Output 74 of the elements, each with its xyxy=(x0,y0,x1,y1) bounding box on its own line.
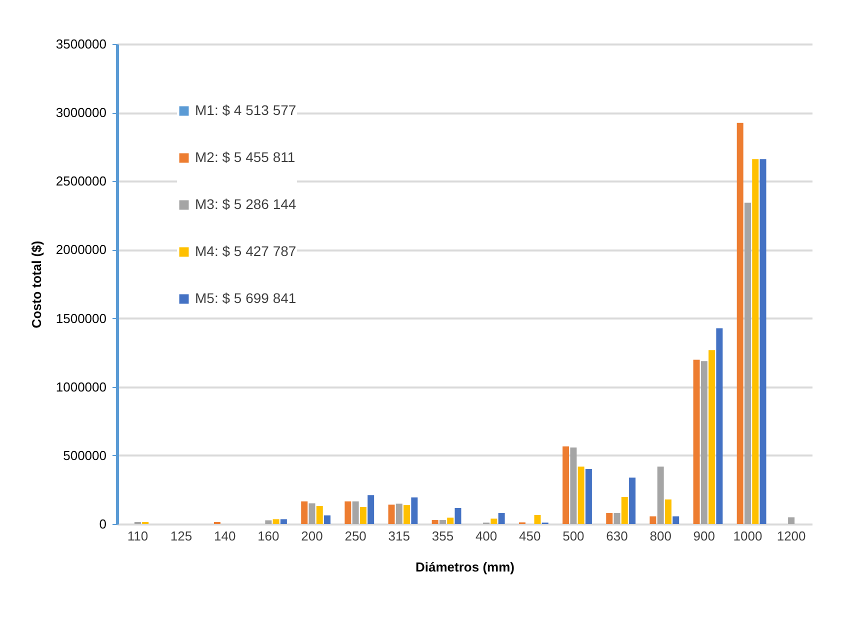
bar xyxy=(606,513,613,524)
bar xyxy=(280,519,287,524)
bar xyxy=(650,516,656,524)
x-tick-label: 315 xyxy=(388,528,410,544)
bar xyxy=(570,447,577,524)
bar xyxy=(629,478,636,524)
x-tick-label: 800 xyxy=(650,528,672,544)
bar xyxy=(760,159,766,524)
bar xyxy=(388,504,395,524)
bar xyxy=(672,516,680,524)
x-tick-label: 110 xyxy=(127,528,148,544)
bar xyxy=(498,513,505,524)
bar xyxy=(447,518,454,524)
x-tick-label: 500 xyxy=(562,528,584,544)
x-axis-title: Diámetros (mm) xyxy=(416,560,514,574)
bar xyxy=(693,360,700,524)
bar xyxy=(752,159,759,524)
legend-label: M1: $ 4 513 577 xyxy=(195,102,296,118)
bar xyxy=(352,501,359,524)
bar xyxy=(657,466,664,524)
bar xyxy=(454,508,462,524)
x-tick-label: 160 xyxy=(258,528,280,544)
bar xyxy=(664,499,672,524)
bar xyxy=(562,446,570,524)
x-tick-label: 1200 xyxy=(776,528,806,544)
x-tick-label: 450 xyxy=(519,528,541,544)
legend-label: M5: $ 5 699 841 xyxy=(195,290,296,306)
y-tick-label: 3000000 xyxy=(56,105,106,120)
x-tick-label: 200 xyxy=(301,528,323,544)
bar xyxy=(614,513,620,524)
x-tick-label: 400 xyxy=(475,528,498,544)
bar xyxy=(396,504,402,524)
bar xyxy=(716,328,723,524)
bar xyxy=(324,515,331,524)
bar xyxy=(621,496,628,524)
legend-label: M3: $ 5 286 144 xyxy=(195,196,296,212)
x-tick-label: 140 xyxy=(214,528,236,544)
bar xyxy=(700,361,708,524)
y-tick-label: 1000000 xyxy=(56,379,106,394)
y-tick-label: 1500000 xyxy=(56,310,106,326)
bar xyxy=(788,517,795,524)
x-tick-label: 630 xyxy=(606,528,628,544)
bar xyxy=(490,518,498,524)
bar xyxy=(344,501,352,524)
legend-label: M2: $ 5 455 811 xyxy=(195,149,296,165)
x-tick-label: 900 xyxy=(693,528,716,544)
x-tick-label: 355 xyxy=(432,528,454,544)
bar xyxy=(736,122,744,524)
y-tick-label: 2000000 xyxy=(56,242,106,258)
bar xyxy=(404,505,410,524)
bar xyxy=(708,350,716,524)
y-axis-title: Costo total ($) xyxy=(28,240,44,328)
bar xyxy=(308,503,316,524)
bar xyxy=(272,519,280,524)
y-tick-label: 3500000 xyxy=(56,36,106,52)
bar xyxy=(534,514,541,524)
bar xyxy=(368,495,374,524)
bar xyxy=(578,466,584,524)
bar xyxy=(411,497,418,524)
bar xyxy=(316,506,323,524)
y-tick-label: 0 xyxy=(99,516,106,532)
bar xyxy=(585,469,592,524)
bar xyxy=(439,520,446,524)
y-tick-label: 500000 xyxy=(63,448,106,463)
bar xyxy=(744,202,751,524)
bar xyxy=(360,506,366,524)
bar xyxy=(301,501,308,524)
x-tick-label: 1000 xyxy=(733,528,762,544)
x-tick-label: 250 xyxy=(344,528,366,544)
legend-label: M4: $ 5 427 787 xyxy=(195,243,296,259)
x-tick-label: 125 xyxy=(170,528,192,544)
bar xyxy=(265,520,272,524)
bar xyxy=(432,520,438,524)
y-tick-label: 2500000 xyxy=(56,174,106,189)
